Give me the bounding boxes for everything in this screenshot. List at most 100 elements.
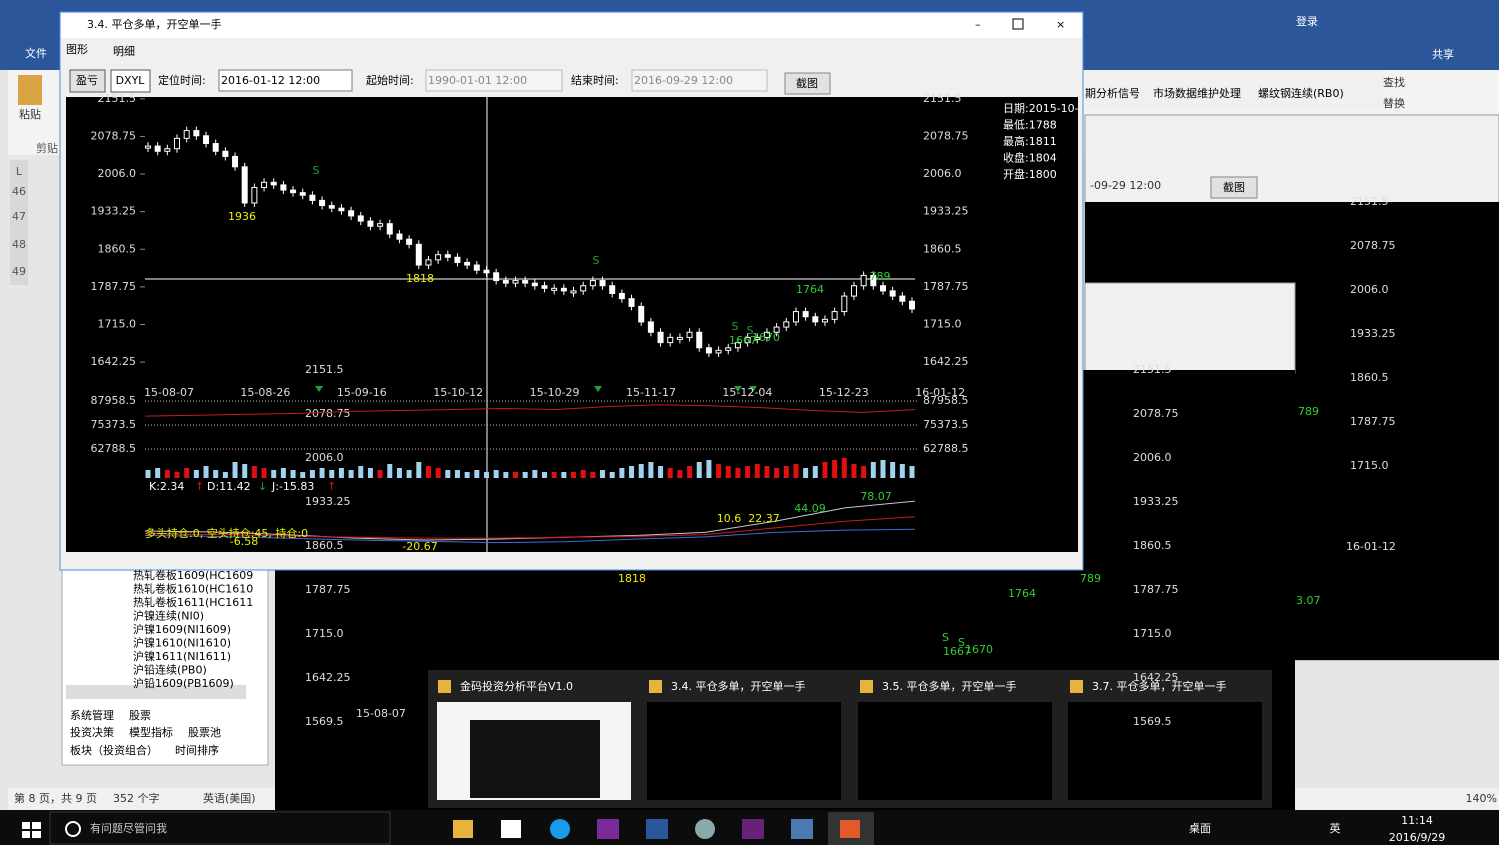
button[interactable] xyxy=(69,69,106,93)
volume-bar xyxy=(764,466,770,478)
thumbnail-icon xyxy=(438,680,451,693)
ruler-mark: 47 xyxy=(12,210,26,223)
y-tick-label: 1787.75 xyxy=(305,583,351,596)
start-button[interactable] xyxy=(22,822,41,838)
tab: 期分析信号 xyxy=(1085,86,1140,100)
annotation: S xyxy=(732,320,739,333)
date-picker[interactable] xyxy=(425,69,563,92)
volume-bar xyxy=(890,462,896,478)
tree-item: 沪镍1611(NI1611) xyxy=(133,649,231,663)
indicator-line xyxy=(144,516,916,539)
candle-body xyxy=(174,137,181,150)
info-line: 收盘:1804 xyxy=(1003,151,1057,165)
candle-body xyxy=(879,285,886,292)
candle-body xyxy=(425,259,432,266)
candle-body xyxy=(899,295,906,302)
date-field: -09-29 12:00 xyxy=(1090,179,1161,192)
thumbnail-chart xyxy=(470,720,600,798)
candle-body xyxy=(435,254,442,261)
volume-bar xyxy=(338,468,344,478)
status-item: 英语(美国) xyxy=(203,791,256,805)
volume-bar xyxy=(164,470,170,478)
x-tick-label: 15-08-26 xyxy=(240,386,290,399)
candle-body xyxy=(512,280,519,284)
ruler-mark: 46 xyxy=(12,185,26,198)
search-box[interactable] xyxy=(49,811,391,845)
candle-body xyxy=(377,223,384,227)
volume-bar xyxy=(445,470,451,478)
scrollbar xyxy=(66,685,246,699)
back-button[interactable] xyxy=(1210,176,1258,199)
volume-bar xyxy=(803,468,809,478)
candle-body xyxy=(164,148,171,152)
volume-bar xyxy=(783,466,789,478)
thumbnail-icon xyxy=(860,680,873,693)
maximize[interactable] xyxy=(1012,18,1024,30)
annotation: 1764 xyxy=(1008,587,1036,600)
status-item: 140% xyxy=(1466,792,1497,805)
candle-body xyxy=(744,336,751,344)
y2-tick-label: 75373.5 xyxy=(923,418,969,431)
volume-bar xyxy=(319,468,325,478)
date-picker[interactable] xyxy=(631,69,768,92)
volume-bar xyxy=(493,470,499,478)
y-tick-label: 1933.25 xyxy=(1133,495,1179,508)
y-tick-label: 2078.75 xyxy=(305,407,351,420)
paste-icon xyxy=(18,75,42,105)
annotation: 1667 xyxy=(729,334,757,347)
button-label: 截图 xyxy=(1223,180,1245,194)
annotation: 1818 xyxy=(406,272,434,285)
annotation: 1670 xyxy=(752,331,780,344)
ruler-mark: L xyxy=(16,165,23,178)
volume-bar xyxy=(454,470,460,478)
candle-body xyxy=(696,331,703,349)
share: 共享 xyxy=(1432,47,1454,61)
candle-body xyxy=(309,194,316,201)
button[interactable] xyxy=(110,69,151,93)
annotation: 1818 xyxy=(618,572,646,585)
volume-bar xyxy=(503,472,509,478)
candle-body xyxy=(541,285,548,289)
y-tick-label: 1787.75 xyxy=(923,280,969,293)
search-icon xyxy=(65,821,81,837)
thumbnail-title: 3.5. 平仓多单，开空单一手 xyxy=(882,679,1017,693)
tree-item: 沪镍1610(NI1610) xyxy=(133,636,231,650)
thumbnail[interactable] xyxy=(1068,702,1262,800)
volume-bar xyxy=(600,470,606,478)
x-tick-label: 15-11-17 xyxy=(626,386,676,399)
volume-bar xyxy=(483,472,489,478)
date-picker[interactable] xyxy=(218,69,353,92)
close[interactable]: × xyxy=(1056,18,1065,31)
thumbnail[interactable] xyxy=(858,702,1052,800)
candle-body xyxy=(802,311,809,318)
positions-label: 多头持仓:0, 空头持仓:45, 持仓:0 xyxy=(145,526,308,540)
candle-body xyxy=(812,316,819,323)
candle-body xyxy=(773,326,780,333)
candle-body xyxy=(889,290,896,297)
volume-bar xyxy=(309,470,315,478)
candle-body xyxy=(734,342,741,349)
y-tick-label: 2006.0 xyxy=(923,167,962,180)
candle-body xyxy=(909,300,915,310)
indicator-line xyxy=(144,528,916,544)
navigator xyxy=(61,564,269,766)
candle-body xyxy=(821,318,828,323)
y-tick-label: 1933.25 xyxy=(305,495,351,508)
y-tick-label: 2151.5 xyxy=(98,92,137,105)
thumbnail[interactable] xyxy=(647,702,841,800)
x-tick-label: 15-10-29 xyxy=(530,386,580,399)
info-line: 日期:2015-10- xyxy=(1003,102,1079,115)
volume-bar xyxy=(687,466,693,478)
minimize[interactable]: – xyxy=(975,18,981,31)
tab: 明细 xyxy=(113,45,135,58)
tab: 市场数据维护处理 xyxy=(1153,86,1241,100)
y-tick-label: 2078.75 xyxy=(1350,239,1396,252)
volume-bar xyxy=(629,466,635,478)
volume-bar xyxy=(242,464,248,478)
volume-bar xyxy=(329,470,335,478)
snapshot-button[interactable] xyxy=(784,72,831,95)
indicator-label: 22.37 xyxy=(748,512,780,525)
candle-body xyxy=(628,298,635,307)
candle-body xyxy=(618,292,625,300)
